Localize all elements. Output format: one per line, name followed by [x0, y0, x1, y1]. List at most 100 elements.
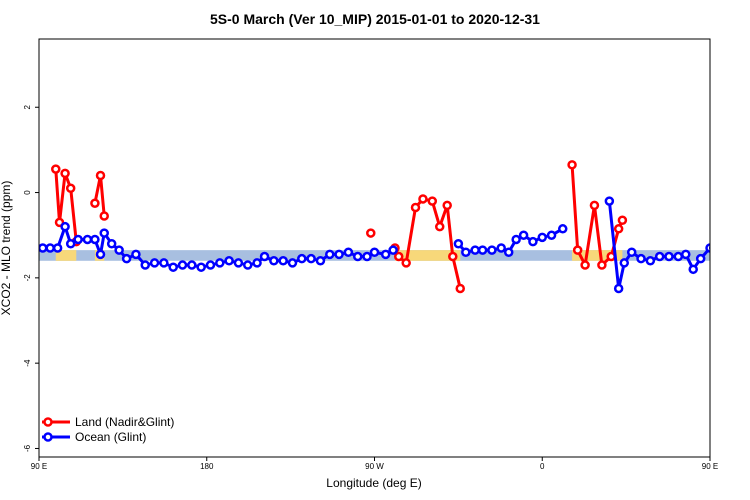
ocean-data-point [187, 260, 197, 270]
ocean-data-point [315, 256, 326, 266]
ocean-series-line [607, 200, 710, 291]
ocean-data-point [121, 253, 132, 264]
land-data-point [580, 260, 590, 270]
ocean-data-point [688, 264, 698, 275]
ocean-data-point [215, 258, 225, 268]
land-data-point [744, 238, 750, 245]
ocean-data-point [278, 256, 288, 266]
x-axis-label: Longitude (deg E) [326, 476, 421, 490]
ocean-data-point [453, 238, 464, 249]
series-layer [39, 160, 750, 294]
ocean-data-point [159, 258, 169, 268]
band-land-patch [572, 250, 623, 261]
ocean-data-point [106, 238, 117, 249]
ocean-data-point [681, 249, 691, 260]
ocean-data-point [369, 247, 380, 258]
ocean-data-point [636, 253, 646, 264]
land-data-point [597, 260, 607, 270]
ocean-data-point [334, 249, 344, 260]
ocean-series-line [714, 227, 750, 268]
land-series-line [727, 169, 748, 242]
ocean-data-point [259, 251, 270, 262]
plot-area [39, 160, 750, 294]
ocean-data-point [269, 256, 279, 266]
ocean-data-point [39, 243, 48, 253]
land-data-point [60, 168, 70, 179]
land-data-point [733, 170, 740, 177]
land-data-point [617, 215, 628, 226]
ocean-data-point [705, 243, 710, 253]
x-tick-label: 90 W [365, 462, 384, 471]
y-tick-label: 0 [23, 190, 32, 195]
ocean-data-point [352, 251, 363, 262]
ocean-data-point [477, 245, 488, 255]
ocean-data-point [168, 262, 178, 272]
ocean-data-point [140, 260, 150, 270]
band-land-patch [395, 250, 461, 261]
ocean-data-point [626, 247, 637, 258]
ocean-data-point [470, 245, 480, 255]
band-land-patch [727, 250, 748, 261]
x-axis: 90 E 180 90 W 0 90 E [31, 457, 718, 471]
band-land-patch [55, 250, 77, 261]
ocean-data-point [177, 260, 188, 270]
y-tick-label: -4 [23, 359, 32, 367]
land-data-point [738, 185, 745, 192]
ocean-data-point [546, 230, 557, 240]
land-data-point [90, 198, 100, 208]
land-data-point [427, 196, 438, 206]
land-data-point [567, 160, 577, 170]
x-tick-label: 180 [200, 462, 214, 471]
y-tick-label: 2 [23, 104, 32, 109]
ocean-data-point [243, 260, 253, 270]
ocean-data-point [718, 245, 725, 252]
ocean-data-point [738, 240, 745, 247]
ocean-data-point [233, 258, 244, 268]
ocean-data-point [196, 262, 206, 272]
legend-ocean-label: Ocean (Glint) [75, 430, 146, 444]
ocean-data-point [654, 251, 665, 262]
legend-entry-land: Land (Nadir&Glint) [42, 415, 174, 429]
land-data-point [418, 194, 428, 204]
land-data-point [589, 200, 600, 211]
land-data-point [448, 251, 458, 262]
ocean-data-point [511, 234, 521, 245]
ocean-data-point [362, 251, 372, 262]
land-data-point [393, 251, 404, 262]
ocean-data-point [733, 223, 740, 230]
ocean-data-point [725, 245, 732, 252]
ocean-data-point [537, 232, 547, 243]
land-series-line [393, 197, 462, 289]
legend-land-marker [43, 417, 53, 427]
land-data-point [455, 283, 465, 294]
ocean-data-point [343, 247, 354, 258]
land-data-point [434, 221, 445, 232]
ocean-data-point [487, 245, 497, 255]
ocean-data-point [52, 243, 63, 253]
ocean-data-point [131, 249, 141, 260]
ocean-data-point [99, 228, 109, 238]
ocean-data-point [695, 253, 706, 264]
ocean-data-point [380, 249, 391, 260]
ocean-data-point [149, 258, 160, 268]
ocean-data-point [65, 238, 76, 249]
land-data-point [572, 245, 583, 255]
ocean-data-point [503, 247, 514, 258]
legend-land-label: Land (Nadir&Glint) [75, 415, 174, 429]
ocean-data-point [60, 221, 70, 232]
land-data-point [99, 211, 109, 221]
land-data-point [95, 170, 106, 181]
land-data-point [613, 224, 624, 234]
ocean-data-point [90, 234, 100, 245]
ocean-data-point [205, 260, 216, 270]
land-data-point [442, 200, 452, 211]
land-series-line [93, 173, 106, 217]
ocean-data-point [613, 283, 624, 294]
x-tick-label: 90 E [31, 462, 47, 471]
ocean-data-point [528, 236, 538, 247]
ocean-data-point [673, 251, 684, 262]
ocean-data-point [73, 234, 83, 245]
ocean-data-point [224, 256, 234, 266]
legend: Land (Nadir&Glint) Ocean (Glint) [42, 415, 174, 444]
ocean-data-point [619, 258, 630, 268]
